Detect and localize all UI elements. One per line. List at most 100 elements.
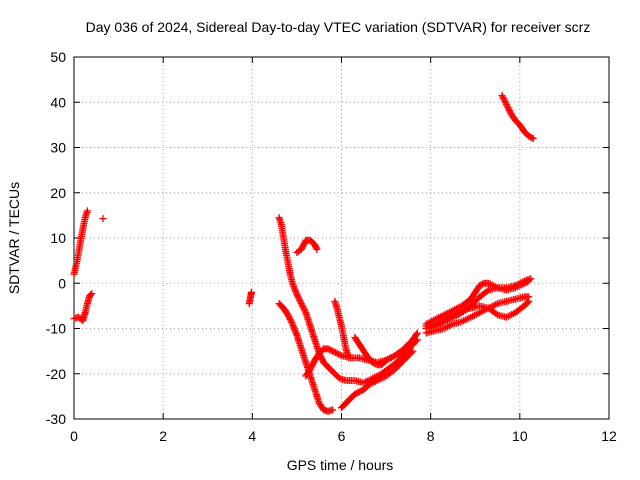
data-point (503, 102, 511, 110)
series-arc-4_6-down (275, 300, 337, 415)
data-point (308, 362, 316, 370)
data-point (99, 215, 107, 223)
data-point (498, 91, 506, 99)
data-point (312, 244, 320, 252)
data-point (294, 292, 302, 300)
data-point (409, 347, 417, 355)
data-point (313, 245, 321, 253)
data-point (528, 134, 536, 142)
data-point (306, 365, 314, 373)
x-tick-label: 0 (70, 428, 78, 444)
series-arc-4h (245, 288, 255, 308)
data-point (295, 295, 303, 303)
data-point (287, 317, 295, 325)
data-point (412, 330, 420, 338)
y-tick-label: -10 (46, 321, 66, 337)
y-tick-label: -30 (46, 411, 66, 427)
x-axis-label: GPS time / hours (287, 457, 394, 473)
data-point (286, 315, 294, 323)
data-point (504, 104, 512, 112)
data-point (301, 307, 309, 315)
data-point (309, 359, 317, 367)
data-point (529, 134, 537, 142)
series-arc-6_7-lower (338, 347, 417, 412)
data-point (524, 298, 532, 306)
data-point (309, 361, 317, 369)
y-tick-label: 40 (50, 94, 66, 110)
y-tick-label: 20 (50, 185, 66, 201)
data-point (525, 297, 533, 305)
x-tick-label: 4 (248, 428, 256, 444)
y-tick-label: -20 (46, 366, 66, 382)
data-point (296, 297, 304, 305)
data-point (285, 312, 293, 320)
data-point (297, 245, 305, 253)
data-point (293, 291, 301, 299)
data-point (300, 304, 308, 312)
data-point (87, 291, 95, 299)
y-tick-label: 10 (50, 230, 66, 246)
y-tick-label: 50 (50, 49, 66, 65)
x-tick-label: 10 (512, 428, 528, 444)
data-point (298, 244, 306, 252)
data-point (307, 364, 315, 372)
y-tick-label: 0 (58, 275, 66, 291)
data-point (284, 311, 292, 319)
series-arc-8_10-d (422, 275, 535, 332)
data-point (299, 242, 307, 250)
data-point (505, 107, 513, 115)
data-point (502, 99, 510, 107)
y-axis-label: SDTVAR / TECUs (6, 182, 22, 294)
data-point (527, 275, 535, 283)
data-point (336, 351, 344, 359)
data-point (413, 329, 421, 337)
chart-title: Day 036 of 2024, Sidereal Day-to-day VTE… (86, 19, 591, 35)
series-arc-early-low (70, 290, 96, 325)
data-point (492, 310, 500, 318)
data-point (499, 93, 507, 101)
data-point (344, 352, 352, 360)
data-point (297, 298, 305, 306)
data-point (409, 340, 417, 348)
x-tick-label: 2 (159, 428, 167, 444)
data-point (300, 306, 308, 314)
data-point (408, 348, 416, 356)
data-point (294, 294, 302, 302)
data-point (311, 241, 319, 249)
axis-ticks: 0 2 4 6 8 10 12 -30 -20 -10 0 10 20 30 40 50 (46, 49, 617, 444)
x-tick-label: 8 (427, 428, 435, 444)
data-point (329, 406, 337, 414)
data-point (311, 242, 319, 250)
data-point (499, 94, 507, 102)
data-point (501, 97, 509, 105)
data-point (299, 303, 307, 311)
x-tick-label: 6 (338, 428, 346, 444)
data-point (318, 355, 326, 363)
series-arc-6_7-upper (351, 334, 417, 369)
data-point (247, 288, 255, 296)
series-arc-5-hump (293, 236, 321, 256)
data-point (502, 101, 510, 109)
series-arc-5_7-mid (302, 329, 421, 380)
data-point (83, 207, 91, 215)
data-point (500, 96, 508, 104)
series-arc-early-rise (70, 207, 91, 278)
series-arc-8_10-a (422, 293, 533, 337)
x-tick-label: 12 (601, 428, 617, 444)
data-point (300, 241, 308, 249)
series-arc-early-isolated (99, 215, 107, 223)
y-tick-label: 30 (50, 140, 66, 156)
grid (74, 57, 609, 419)
data-point (285, 314, 293, 322)
series-arc-9_5-high (498, 91, 537, 142)
data-point (297, 300, 305, 308)
data-point (505, 105, 513, 113)
data-point (483, 287, 491, 295)
data-marks (70, 91, 537, 415)
data-point (407, 341, 415, 349)
data-point (88, 290, 96, 298)
data-point (288, 318, 296, 326)
series-arc-6-drop (331, 297, 352, 360)
data-point (298, 301, 306, 309)
